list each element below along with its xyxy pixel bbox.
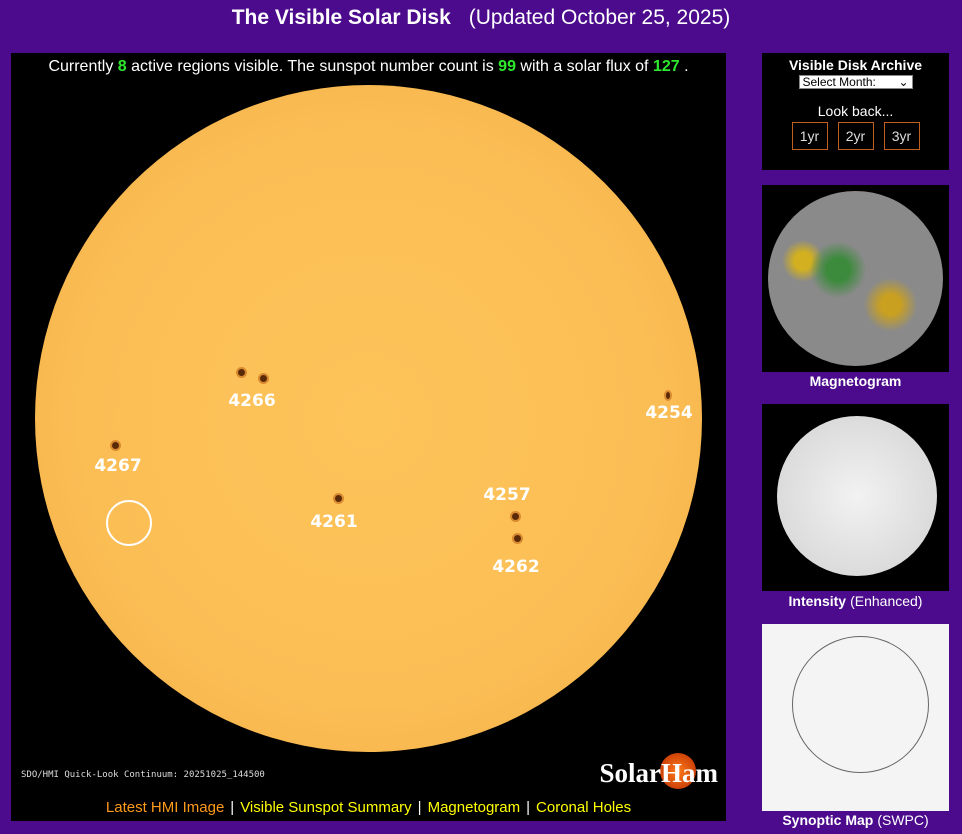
status-text: . <box>684 58 689 75</box>
solar-flux: 127 <box>652 58 680 75</box>
sunspot <box>238 369 245 376</box>
magnetogram-caption[interactable]: Magnetogram <box>809 373 902 389</box>
month-select[interactable]: Select Month: ⌄ <box>798 75 913 89</box>
synoptic-caption[interactable]: Synoptic Map (SWPC) <box>762 812 949 828</box>
magnetogram-disk <box>768 191 943 366</box>
updated-date: (Updated October 25, 2025) <box>468 6 731 29</box>
archive-panel: Visible Disk Archive Select Month: ⌄ Look… <box>762 53 949 170</box>
intensity-caption[interactable]: Intensity (Enhanced) <box>762 593 949 609</box>
3yr-button[interactable]: 3yr <box>883 122 920 150</box>
image-links: Latest HMI Image | Visible Sunspot Summary… <box>105 799 632 816</box>
sunspot <box>335 495 342 502</box>
2yr-button[interactable]: 2yr <box>837 122 874 150</box>
intensity-thumbnail[interactable] <box>762 404 949 591</box>
select-label: Select Month: <box>802 75 876 89</box>
coronal-holes-link[interactable]: Coronal Holes <box>536 799 632 816</box>
region-label: 4261 <box>310 512 358 532</box>
new-region-circle <box>106 500 152 546</box>
sunspot <box>112 442 119 449</box>
magnetogram-link[interactable]: Magnetogram <box>427 799 521 816</box>
region-label: 4267 <box>94 456 142 476</box>
intensity-note: (Enhanced) <box>850 593 923 609</box>
archive-title: Visible Disk Archive <box>788 57 923 73</box>
solar-disk-panel: Currently 8 active regions visible. The … <box>11 53 726 821</box>
status-text: Currently <box>48 58 114 75</box>
image-caption: SDO/HMI Quick-Look Continuum: 20251025_1… <box>21 770 265 780</box>
synoptic-map-thumbnail[interactable] <box>762 624 949 811</box>
latest-hmi-link[interactable]: Latest HMI Image <box>105 799 225 816</box>
region-count: 8 <box>117 58 127 75</box>
region-label: 4262 <box>492 557 540 577</box>
status-text: active regions visible. The sunspot numb… <box>131 58 494 75</box>
page-title: The Visible Solar Disk (Updated October 2… <box>0 6 962 30</box>
chevron-down-icon: ⌄ <box>898 75 909 89</box>
magnetogram-thumbnail[interactable] <box>762 185 949 372</box>
sunspot <box>512 513 519 520</box>
title-text: The Visible Solar Disk <box>231 6 451 29</box>
region-label: 4254 <box>645 403 693 423</box>
intensity-label: Intensity <box>788 593 847 609</box>
sunspot <box>260 375 267 382</box>
sun-disk-image[interactable] <box>35 85 702 752</box>
status-text: with a solar flux of <box>520 58 649 75</box>
solarham-logo-sun-icon <box>660 753 696 789</box>
synoptic-disk <box>792 636 929 773</box>
intensity-disk <box>777 416 937 576</box>
1yr-button[interactable]: 1yr <box>791 122 828 150</box>
look-back-label: Look back... <box>817 103 894 119</box>
synoptic-label: Synoptic Map <box>782 812 874 828</box>
sunspot-number: 99 <box>498 58 516 75</box>
sunspot-summary-link[interactable]: Visible Sunspot Summary <box>240 799 412 816</box>
status-line: Currently 8 active regions visible. The … <box>11 58 726 76</box>
solarham-logo: SolarHam <box>599 758 719 788</box>
sunspot <box>666 392 670 399</box>
sunspot <box>514 535 521 542</box>
region-label: 4257 <box>483 485 531 505</box>
region-label: 4266 <box>228 391 276 411</box>
synoptic-note: (SWPC) <box>877 812 929 828</box>
